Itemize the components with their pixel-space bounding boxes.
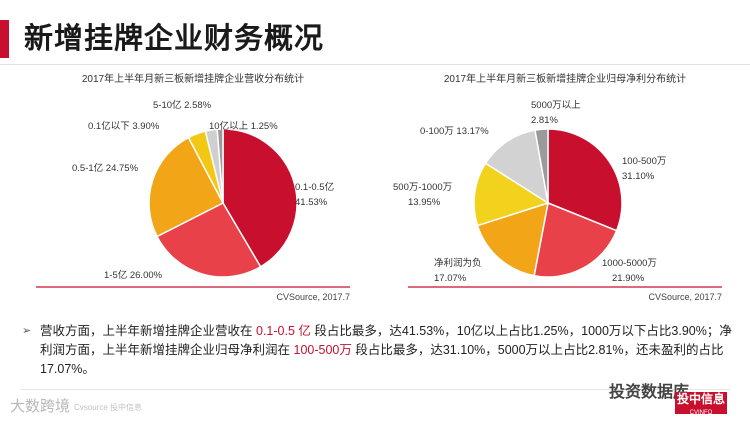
chart-source: CVSource, 2017.7	[276, 292, 350, 302]
slice-label-5: 10亿以上 1.25%	[209, 120, 278, 132]
slice-label-2: 0.5-1亿 24.75%	[72, 162, 139, 174]
summary-text-1: 营收方面，上半年新增挂牌企业营收在	[40, 324, 253, 338]
chart-title: 2017年上半年月新三板新增挂牌企业营收分布统计	[82, 72, 304, 85]
title-divider	[0, 64, 750, 65]
pie-slice-3	[473, 162, 550, 227]
pie-slice-5	[216, 128, 224, 204]
pie-slice-1	[533, 201, 618, 278]
summary-text-2: 段占比最多，达41.53%，10亿以上占比1.25%，1000万以下占比3.90…	[40, 324, 732, 357]
slice-label-3: 0.1亿以下 3.90%	[88, 120, 160, 132]
bullet-arrow-icon: ➢	[22, 325, 32, 337]
slice-label-3: 13.95%	[408, 197, 441, 208]
slice-label-0: 100-500万	[622, 156, 666, 167]
chart-title: 2017年上半年月新三板新增挂牌企业归母净利分布统计	[444, 72, 686, 85]
pie-slice-2	[476, 201, 549, 277]
revenue-pie-chart: 2017年上半年月新三板新增挂牌企业营收分布统计 0.1-0.5亿 41.53% 1-…	[36, 72, 350, 302]
page-title: 新增挂牌企业财务概况	[24, 23, 325, 55]
watermark-left: 大数跨境 Cvsource 投中信息	[10, 395, 142, 416]
pie-slice-5	[534, 128, 549, 204]
slice-label-0: 0.1-0.5亿	[295, 181, 334, 193]
slice-label-5: 5000万以上	[531, 100, 581, 111]
slice-label-2: 17.07%	[434, 273, 467, 284]
watermark-left-text: 大数跨境	[10, 398, 71, 415]
pie-slice-0	[222, 128, 298, 268]
cvinfo-logo-sub: CVINFO	[689, 410, 713, 416]
slice-label-1: 1-5亿 26.00%	[104, 269, 163, 281]
summary-paragraph: ➢ 营收方面，上半年新增挂牌企业营收在 0.1-0.5 亿 段占比最多，达41.…	[22, 322, 732, 379]
watermark-right: 投资数据库	[609, 384, 690, 401]
slice-label-3: 500万-1000万	[393, 182, 452, 193]
pie-slice-2	[148, 136, 225, 238]
slice-label-4: 0-100万 13.17%	[420, 126, 489, 137]
slice-label-0: 31.10%	[622, 171, 655, 182]
footer-divider	[20, 389, 730, 390]
net-profit-pie-chart: 2017年上半年月新三板新增挂牌企业归母净利分布统计 100-500万 31.10%…	[393, 72, 722, 302]
summary-highlight-revenue: 0.1-0.5 亿	[256, 324, 311, 338]
summary-text-3: 段占比最多，达31.10%，5000万以上占比2.81%，还未盈利的占比17.0…	[40, 343, 724, 376]
cvinfo-logo: 投中信息	[675, 392, 727, 414]
pie-slice-0	[547, 128, 623, 232]
chart-source: CVSource, 2017.7	[648, 292, 722, 302]
pie-slice-1	[156, 202, 262, 278]
title-accent-bar	[0, 20, 9, 58]
summary-highlight-profit: 100-500万	[293, 343, 352, 357]
slice-label-4: 5-10亿 2.58%	[153, 99, 212, 111]
slice-label-1: 1000-5000万	[602, 258, 657, 269]
slice-label-5: 2.81%	[531, 115, 558, 126]
slice-label-2: 净利润为负	[434, 257, 482, 269]
watermark-left-small: Cvsource 投中信息	[74, 402, 143, 412]
pie-slice-4	[484, 129, 550, 205]
slice-label-1: 21.90%	[612, 273, 645, 284]
slice-label-0: 41.53%	[295, 197, 328, 208]
